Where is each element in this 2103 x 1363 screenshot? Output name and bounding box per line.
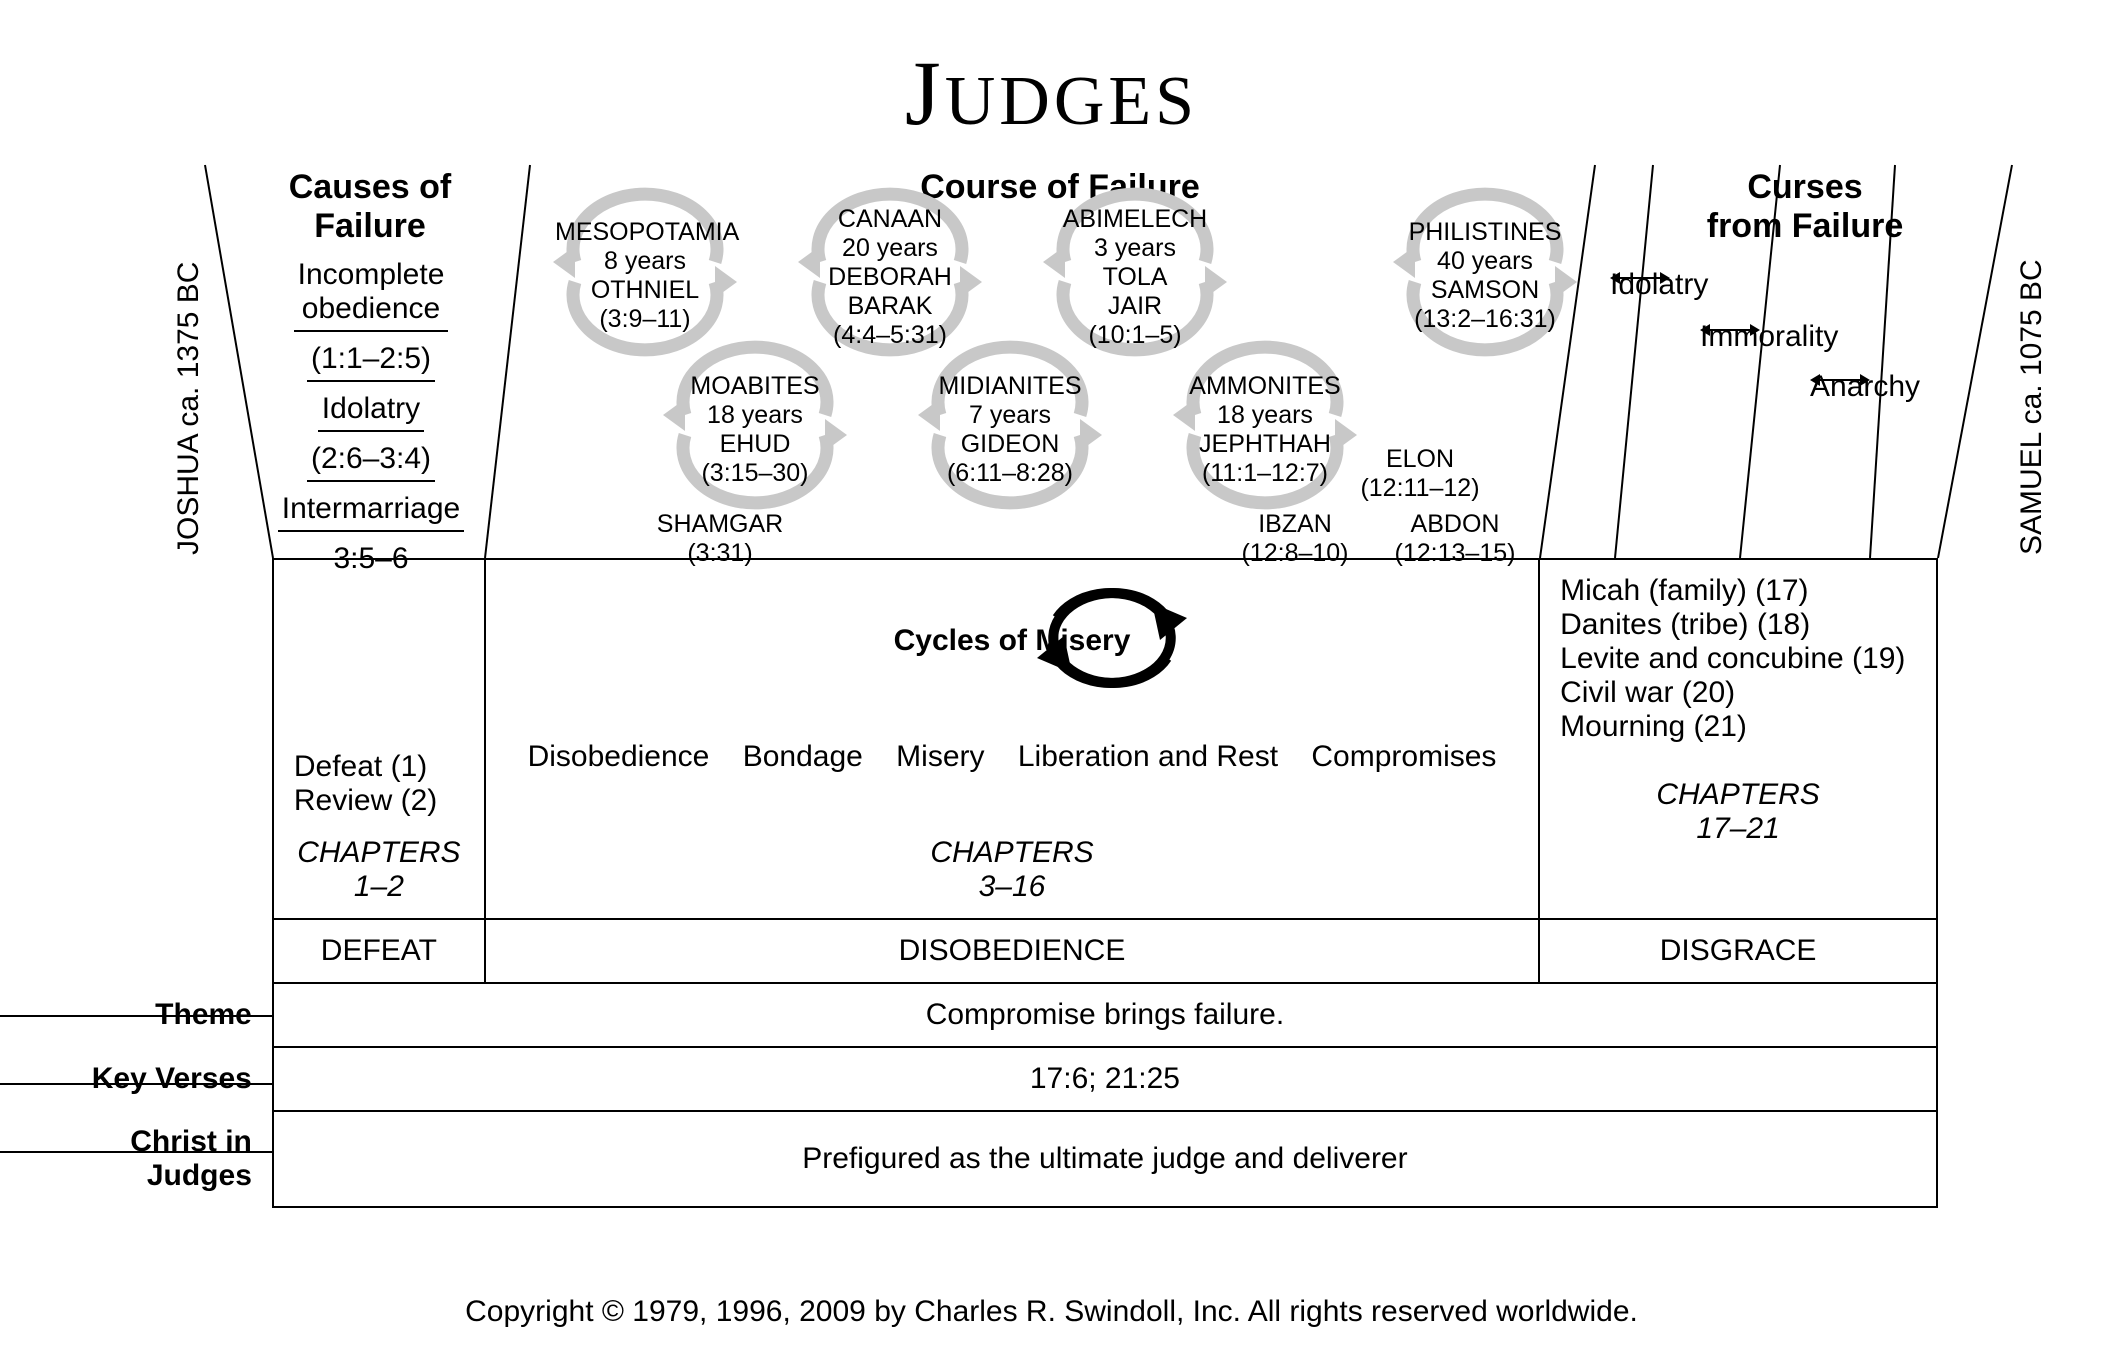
row-extend-lines: [0, 0, 2103, 1363]
copyright: Copyright © 1979, 1996, 2009 by Charles …: [0, 1295, 2103, 1329]
page: JUDGES JOSHUA ca. 1375 BC SAMUEL ca. 107…: [0, 0, 2103, 1363]
